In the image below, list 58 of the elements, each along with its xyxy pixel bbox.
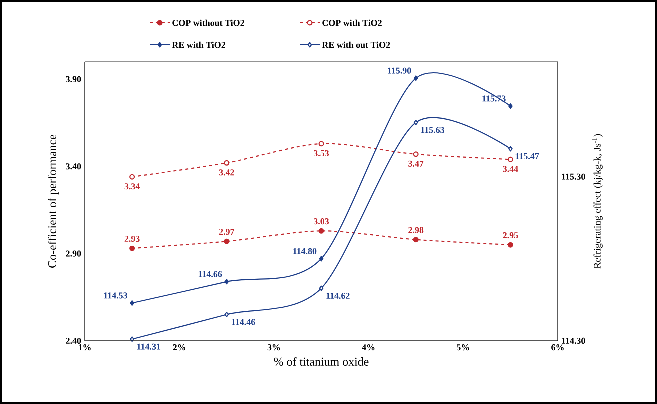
point — [130, 174, 136, 180]
point — [413, 237, 419, 243]
data-label: 3.47 — [408, 160, 424, 167]
x-tick-label: 1% — [79, 344, 91, 351]
data-label: 114.53 — [104, 292, 128, 299]
data-label: 114.31 — [138, 344, 161, 350]
data-label: 114.46 — [232, 319, 256, 326]
point — [130, 246, 136, 252]
y2-tick-label: 114.30 — [562, 338, 586, 344]
point — [224, 279, 230, 285]
y-tick-label: 3.90 — [66, 76, 82, 82]
x-tick-label: 4% — [362, 344, 375, 351]
data-label: 2.97 — [219, 229, 235, 236]
data-label: 114.62 — [326, 292, 350, 300]
data-label: 3.53 — [314, 150, 330, 157]
data-label: 115.90 — [388, 68, 412, 74]
data-label: 3.44 — [503, 166, 518, 172]
x-tick-label: 6% — [552, 344, 564, 351]
x-axis-title: % of titanium oxide — [274, 357, 369, 366]
point — [413, 152, 419, 158]
y-tick-label: 3.40 — [66, 164, 82, 170]
legend-label: COP without TiO2 — [172, 20, 244, 26]
data-label: 2.98 — [408, 227, 424, 234]
x-tick-label: 5% — [457, 344, 470, 351]
point — [130, 300, 134, 306]
point — [224, 160, 230, 166]
legend-label: RE with TiO2 — [172, 42, 226, 48]
point — [508, 242, 514, 248]
data-label: 2.95 — [503, 232, 518, 239]
point — [508, 156, 514, 162]
x-tick-label: 3% — [268, 344, 280, 351]
point — [414, 120, 418, 126]
y2-axis-title: Refrigerating effect (kj/kg-k, Js$^{-1}$) — [592, 134, 603, 269]
y-tick-label: 2.40 — [66, 338, 82, 344]
data-label: 3.42 — [219, 170, 234, 176]
y-tick-label: 2.90 — [66, 250, 82, 257]
y2-tick-label: 115.30 — [562, 174, 586, 180]
point — [318, 228, 324, 234]
point — [130, 336, 134, 342]
data-label: 3.03 — [314, 218, 330, 225]
data-label: 114.66 — [198, 271, 222, 278]
y-axis-title: Co-efficient of performance — [48, 134, 59, 268]
point — [319, 286, 324, 292]
point — [508, 146, 513, 152]
data-label: 3.34 — [124, 184, 140, 190]
data-label: 115.47 — [516, 153, 540, 160]
point — [508, 104, 513, 110]
data-label: 115.63 — [421, 127, 444, 134]
data-label: 2.93 — [124, 236, 140, 242]
legend-label: COP with TiO2 — [322, 20, 382, 26]
point — [224, 238, 230, 244]
data-label: 114.80 — [294, 248, 317, 254]
point — [319, 256, 324, 262]
point — [224, 312, 230, 318]
x-tick-label: 2% — [173, 344, 186, 351]
legend-label: RE with out TiO2 — [322, 42, 390, 48]
point — [318, 141, 324, 147]
point — [414, 76, 418, 82]
